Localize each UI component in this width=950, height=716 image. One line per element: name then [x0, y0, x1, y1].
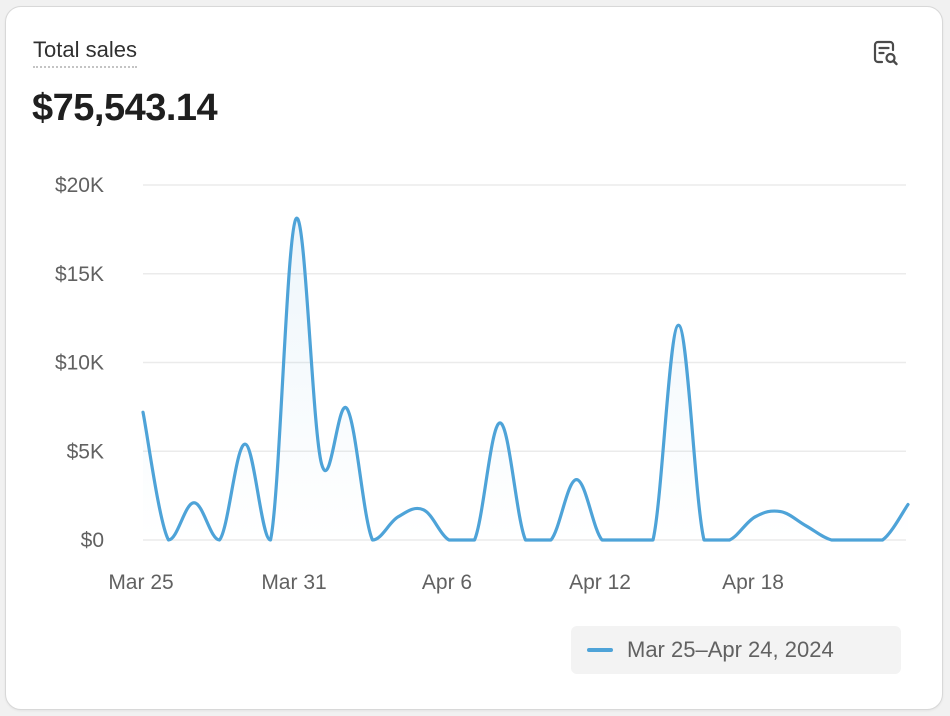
y-tick-label: $0 — [81, 529, 104, 552]
x-tick-label: Apr 6 — [422, 571, 472, 594]
metric-value: $75,543.14 — [32, 87, 218, 129]
series-area — [143, 218, 908, 540]
x-tick-label: Apr 18 — [722, 571, 784, 594]
total-sales-card — [5, 6, 943, 710]
y-tick-label: $5K — [67, 440, 104, 463]
y-tick-label: $20K — [55, 174, 104, 197]
x-tick-label: Mar 25 — [108, 571, 173, 594]
legend-item[interactable]: Mar 25–Apr 24, 2024 — [571, 626, 901, 674]
y-axis-ticks: $0 $5K $10K $15K $20K — [55, 174, 104, 552]
sales-line-chart: $0 $5K $10K $15K $20K Mar 25 Mar 31 Apr 6 Apr 1… — [55, 174, 910, 594]
series-line[interactable] — [141, 217, 910, 542]
x-tick-label: Apr 12 — [569, 571, 631, 594]
series-layer — [141, 217, 910, 542]
y-tick-label: $10K — [55, 352, 104, 375]
search-chart-icon — [873, 40, 898, 66]
x-tick-label: Mar 31 — [261, 571, 326, 594]
metric-title[interactable]: Total sales — [33, 37, 137, 68]
legend-label: Mar 25–Apr 24, 2024 — [627, 637, 834, 662]
explore-data-button[interactable] — [867, 34, 905, 72]
legend-swatch — [587, 648, 613, 652]
x-axis-ticks: Mar 25 Mar 31 Apr 6 Apr 12 Apr 18 — [108, 571, 784, 594]
y-tick-label: $15K — [55, 263, 104, 286]
